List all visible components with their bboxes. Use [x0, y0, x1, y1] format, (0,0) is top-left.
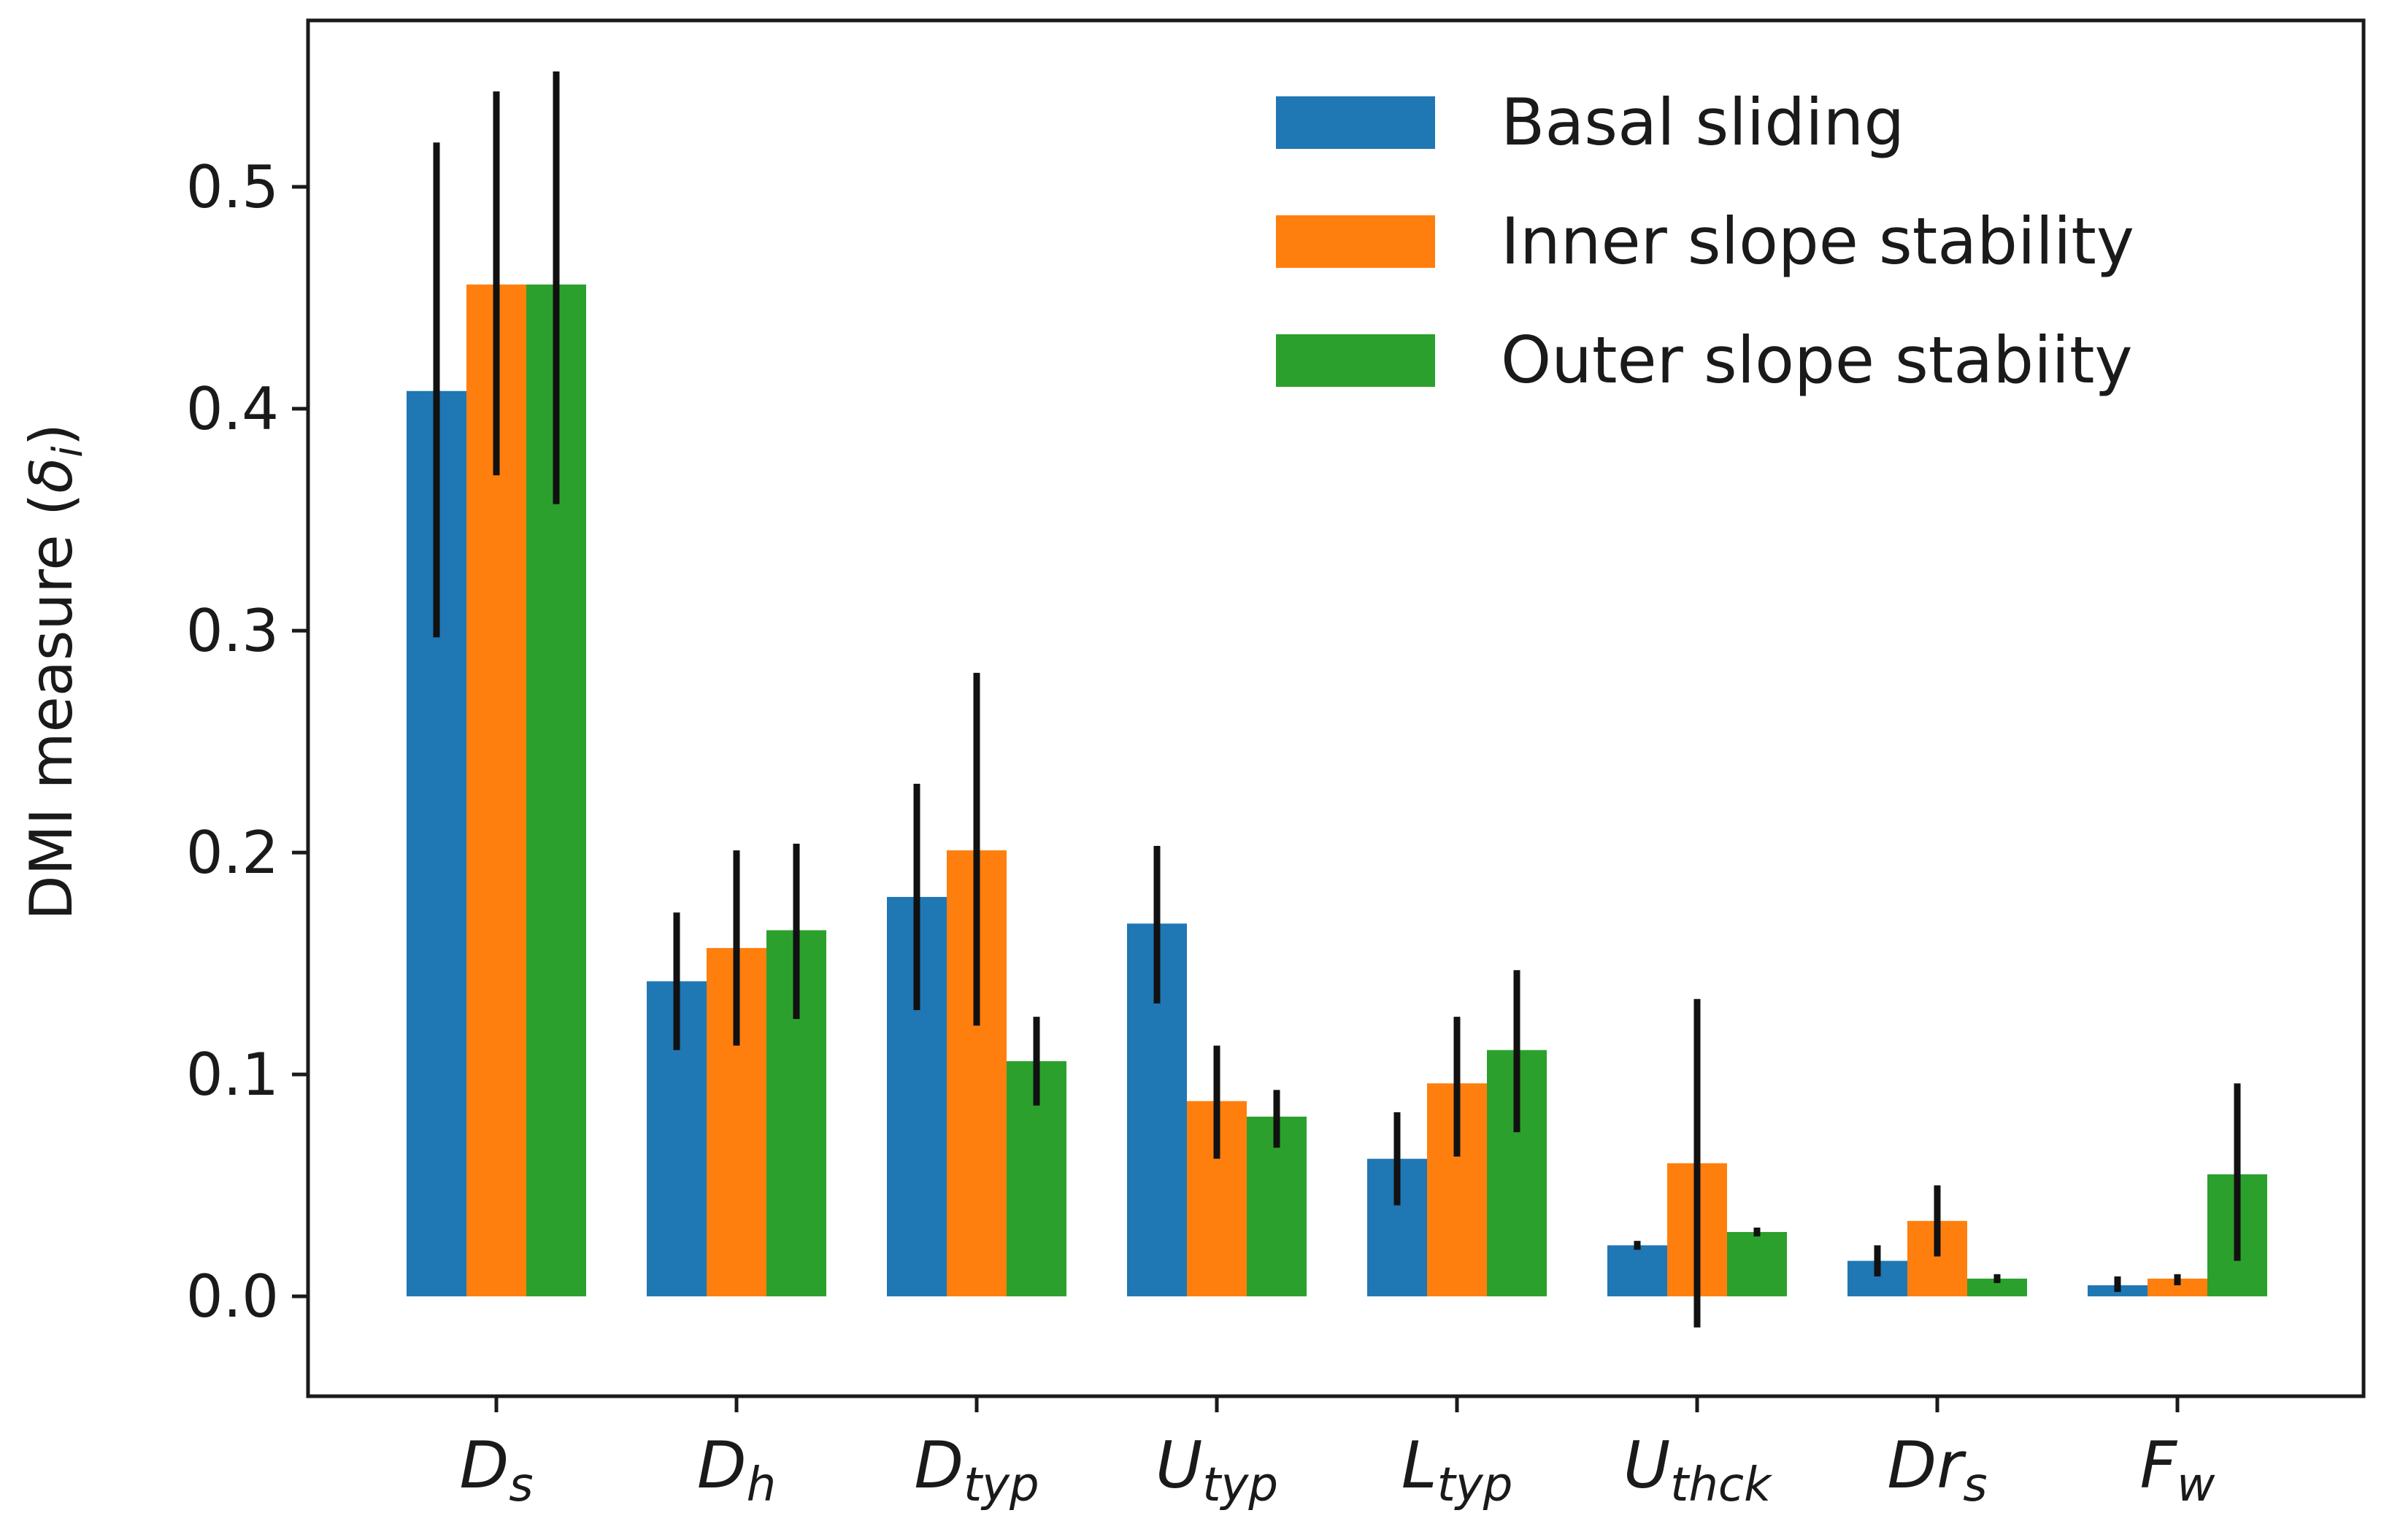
legend-swatch	[1276, 334, 1435, 387]
error-bars-layer	[433, 71, 2241, 1328]
legend-swatch	[1276, 215, 1435, 268]
x-tick-label: Ds	[459, 1428, 533, 1512]
y-tick-label: 0.4	[186, 375, 279, 443]
y-tick-label: 0.5	[186, 153, 279, 221]
y-axis-title: DMI measure (δi)	[18, 423, 92, 920]
plot-frame	[306, 18, 2366, 1398]
y-tick-label: 0.1	[186, 1041, 279, 1109]
legend-label: Basal sliding	[1501, 85, 1904, 160]
legend-label: Outer slope stabiity	[1501, 323, 2133, 398]
bar-1-6	[1607, 1245, 1667, 1297]
x-tick-label: Drs	[1887, 1428, 1987, 1512]
y-tick-label: 0.2	[186, 819, 279, 887]
legend-swatch	[1276, 96, 1435, 149]
y-tick-label: 0.0	[186, 1263, 279, 1331]
y-axis-title-group: DMI measure (δi)	[18, 423, 92, 920]
x-axis: Ds Dh Dtyp Utyp Ltyp Uthck Drs Fw	[459, 1396, 2215, 1512]
x-tick-label: Utyp	[1156, 1428, 1278, 1512]
x-tick-label: Dh	[697, 1428, 776, 1512]
x-tick-label: Ltyp	[1401, 1428, 1513, 1512]
x-tick-label: Uthck	[1623, 1428, 1773, 1512]
legend-label: Inner slope stability	[1501, 204, 2134, 279]
legend: Basal sliding Inner slope stability Outer …	[1276, 85, 2134, 398]
bar-3-6	[1727, 1232, 1787, 1297]
x-tick-label: Dtyp	[914, 1428, 1039, 1512]
x-tick-label: Fw	[2140, 1428, 2216, 1512]
y-tick-label: 0.3	[186, 597, 279, 665]
y-axis: 0.0 0.1 0.2 0.3 0.4 0.5	[186, 153, 308, 1331]
